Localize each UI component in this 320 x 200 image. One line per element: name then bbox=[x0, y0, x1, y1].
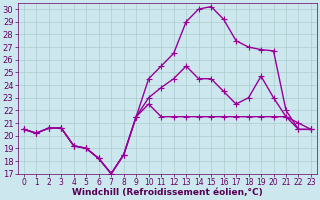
X-axis label: Windchill (Refroidissement éolien,°C): Windchill (Refroidissement éolien,°C) bbox=[72, 188, 263, 197]
